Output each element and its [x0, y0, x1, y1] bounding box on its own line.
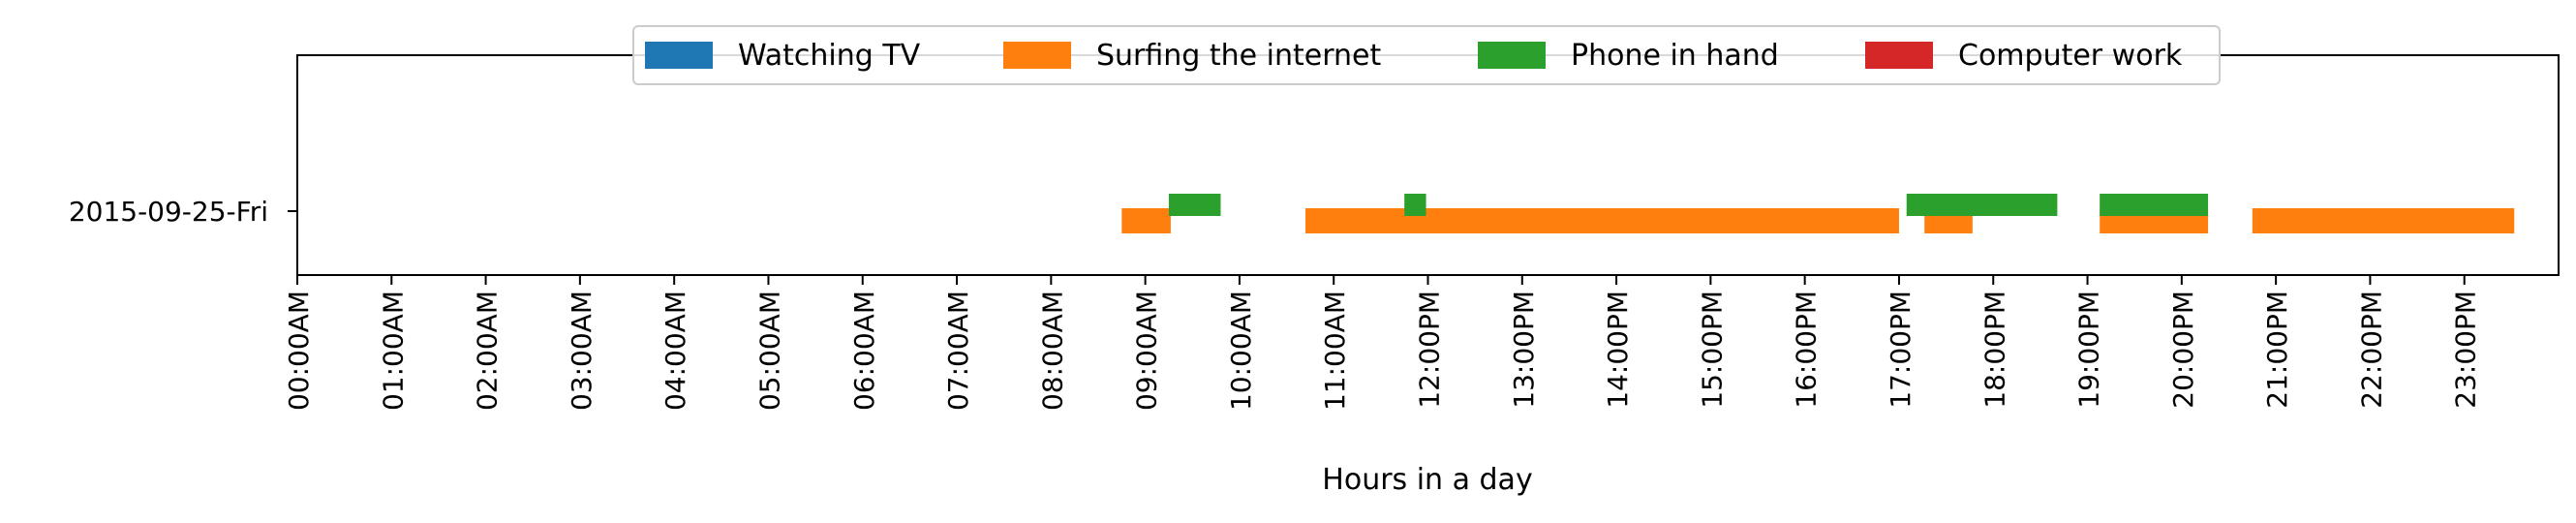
- x-tick-label-8: 08:00AM: [1036, 291, 1068, 411]
- x-tick-label-5: 05:00AM: [753, 291, 785, 411]
- bar-phone-in-hand-2: [1906, 194, 2058, 216]
- x-tick-label-13: 13:00PM: [1508, 291, 1540, 409]
- x-tick-label-10: 10:00AM: [1225, 291, 1257, 411]
- x-tick-label-7: 07:00AM: [942, 291, 974, 411]
- x-axis-ticks: 00:00AM 01:00AM 02:00AM 03:00AM 04:00AM 05:00…: [283, 275, 2482, 411]
- legend-label-watching-tv: Watching TV: [738, 39, 921, 73]
- x-tick-label-0: 00:00AM: [283, 291, 315, 411]
- x-tick-label-4: 04:00AM: [659, 291, 691, 411]
- y-axis-ticks: 2015-09-25-Fri: [69, 196, 297, 228]
- legend-swatch-surfing-the-internet: [1003, 42, 1071, 69]
- x-tick-label-20: 20:00PM: [2167, 291, 2199, 409]
- legend-label-surfing-the-internet: Surfing the internet: [1096, 39, 1381, 73]
- x-tick-label-1: 01:00AM: [377, 291, 409, 411]
- bar-surfing-the-internet-1: [1305, 208, 1899, 233]
- legend-label-computer-work: Computer work: [1958, 39, 2183, 73]
- bar-phone-in-hand-1: [1404, 194, 1426, 216]
- x-tick-label-22: 22:00PM: [2355, 291, 2387, 409]
- x-tick-label-15: 15:00PM: [1696, 291, 1728, 409]
- x-tick-label-2: 02:00AM: [472, 291, 504, 411]
- y-tick-label-0: 2015-09-25-Fri: [69, 196, 268, 228]
- legend-swatch-watching-tv: [645, 42, 713, 69]
- x-tick-label-21: 21:00PM: [2261, 291, 2293, 409]
- bar-surfing-the-internet-0: [1121, 208, 1171, 233]
- x-tick-label-12: 12:00PM: [1414, 291, 1446, 409]
- x-tick-label-11: 11:00AM: [1319, 291, 1351, 411]
- plot-frame: [296, 54, 2560, 276]
- x-tick-label-17: 17:00PM: [1885, 291, 1917, 409]
- legend: Watching TV Surfing the internet Phone in …: [632, 25, 2221, 85]
- legend-swatch-phone-in-hand: [1478, 42, 1546, 69]
- x-tick-label-16: 16:00PM: [1791, 291, 1823, 409]
- x-tick-label-3: 03:00AM: [566, 291, 598, 411]
- legend-label-phone-in-hand: Phone in hand: [1571, 39, 1779, 73]
- x-tick-label-14: 14:00PM: [1602, 291, 1634, 409]
- x-tick-label-23: 23:00PM: [2450, 291, 2482, 409]
- bar-phone-in-hand-0: [1168, 194, 1221, 216]
- x-tick-label-18: 18:00PM: [1978, 291, 2010, 409]
- x-tick-label-19: 19:00PM: [2073, 291, 2105, 409]
- x-axis-label: Hours in a day: [1322, 463, 1532, 497]
- x-tick-label-6: 06:00AM: [848, 291, 880, 411]
- bar-phone-in-hand-3: [2100, 194, 2209, 216]
- x-tick-label-9: 09:00AM: [1131, 291, 1163, 411]
- legend-swatch-computer-work: [1865, 42, 1933, 69]
- bars-layer: [1121, 194, 2515, 233]
- legend-frame: [632, 25, 2221, 85]
- bar-surfing-the-internet-4: [2252, 208, 2515, 233]
